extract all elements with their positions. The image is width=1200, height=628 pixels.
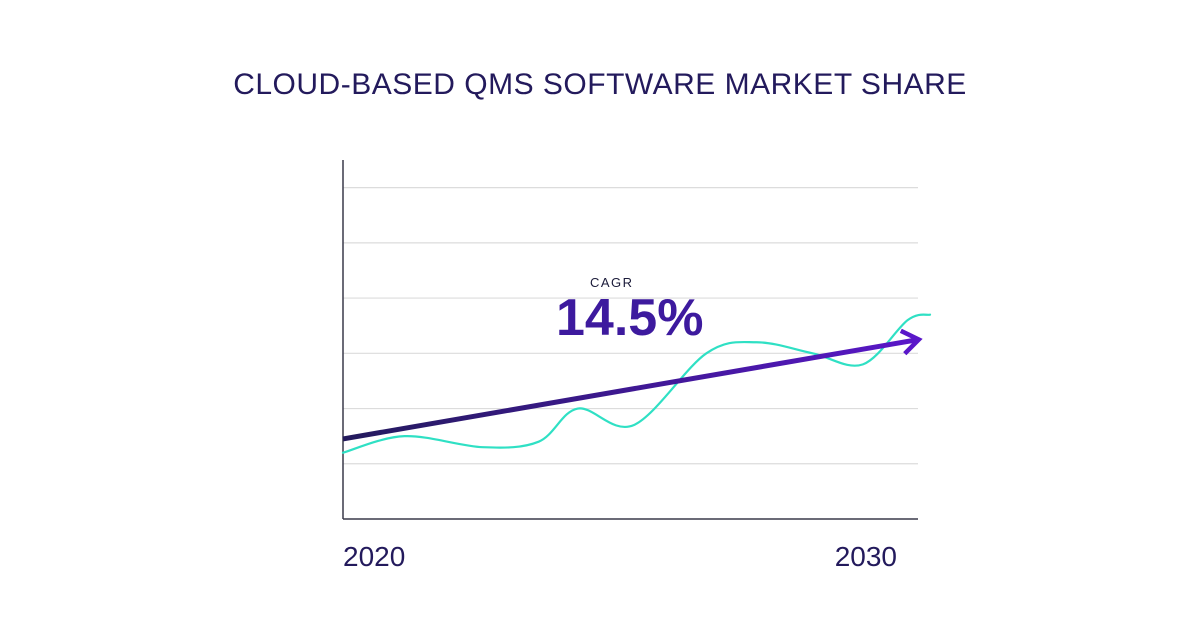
- x-tick-label-start: 2020: [343, 541, 405, 572]
- cagr-value: 14.5%: [556, 289, 703, 347]
- gridlines: [343, 187, 918, 465]
- x-tick-label-end: 2030: [835, 541, 897, 572]
- trend-arrowhead: [899, 328, 923, 356]
- cagr-label: CAGR: [590, 275, 634, 290]
- axes: [342, 160, 918, 520]
- trend-layer: [342, 328, 923, 442]
- labels: 2020 2030 CAGR 14.5%: [343, 275, 897, 572]
- series-layer: [341, 313, 932, 454]
- series-line-0: [341, 313, 932, 454]
- trend-line: [342, 337, 920, 442]
- chart-title: CLOUD-BASED QMS SOFTWARE MARKET SHARE: [233, 68, 967, 101]
